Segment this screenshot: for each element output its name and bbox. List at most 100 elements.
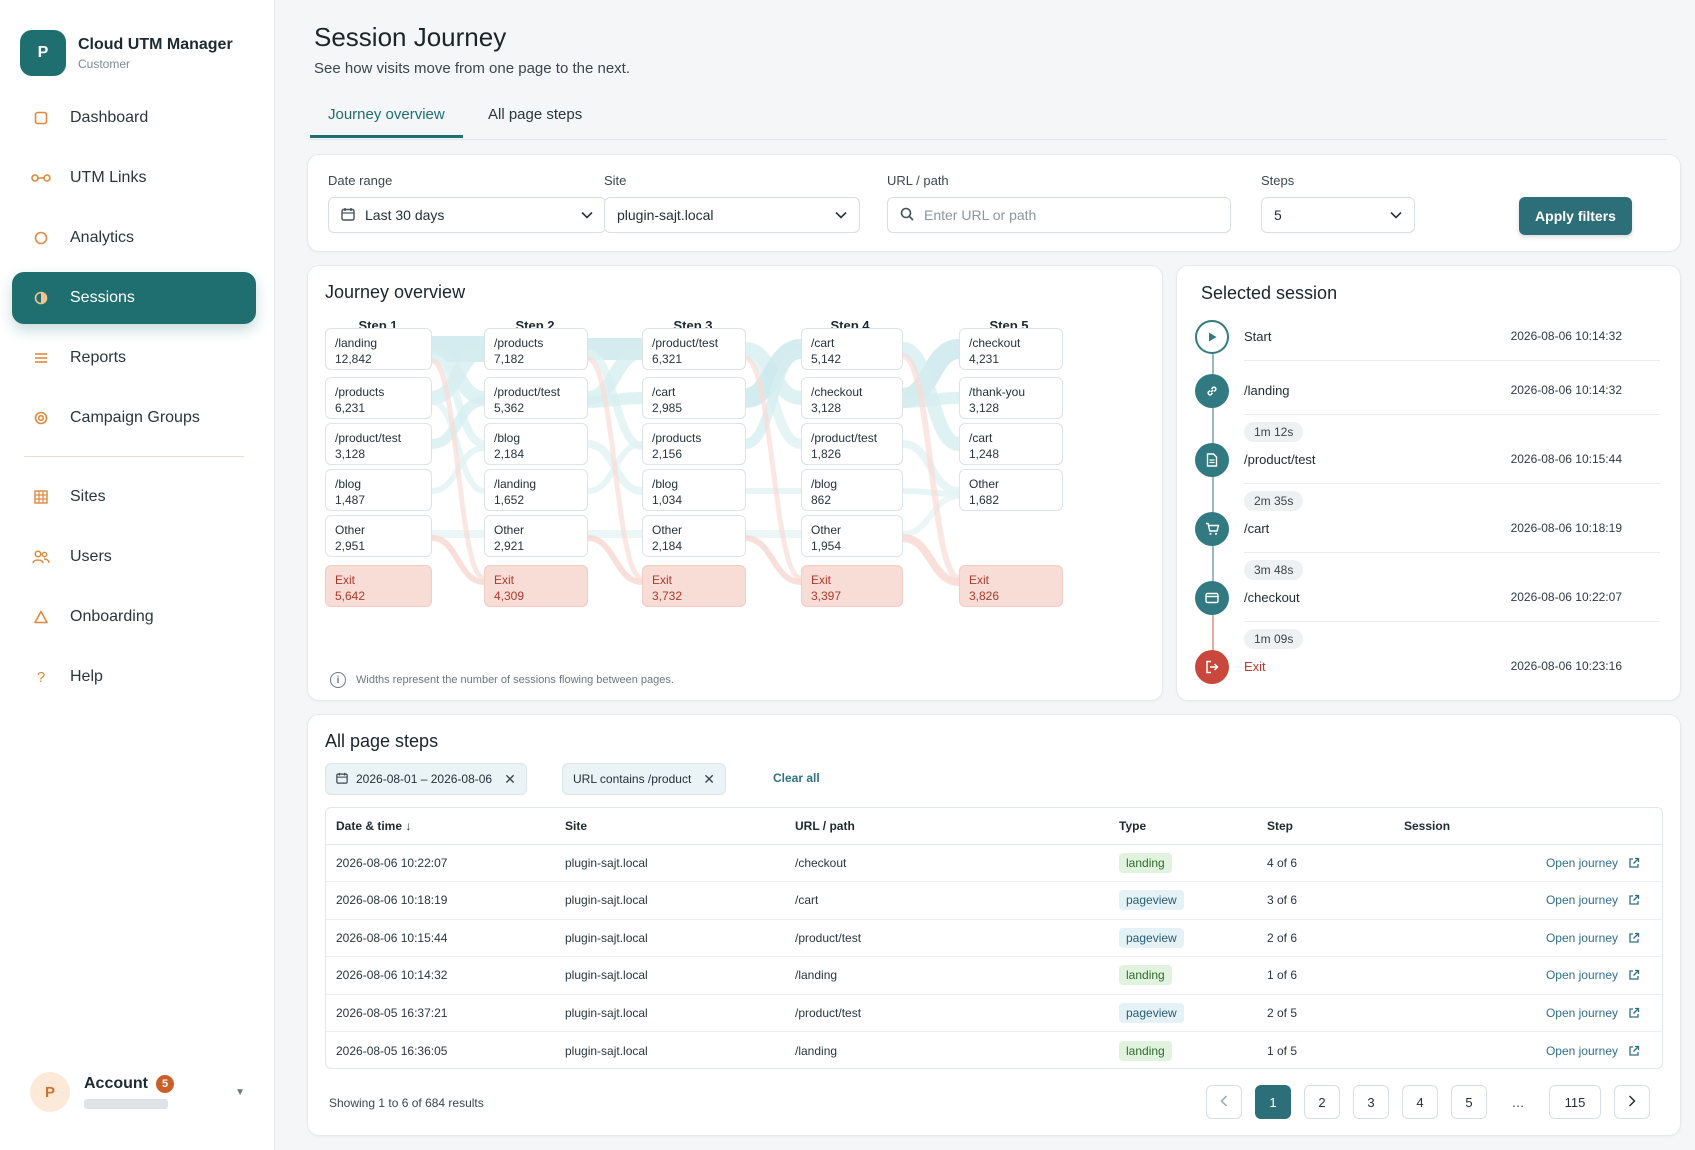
results-count: Showing 1 to 6 of 684 results <box>329 1096 484 1110</box>
journey-node[interactable]: /thank-you 3,128 <box>959 377 1063 419</box>
date-range-select[interactable]: Last 30 days <box>328 197 606 233</box>
journey-node[interactable]: Other 1,954 <box>801 515 903 557</box>
sidebar-item-dashboard[interactable]: Dashboard <box>12 92 256 144</box>
journey-node[interactable]: /blog 862 <box>801 469 903 511</box>
column-header-datetime[interactable]: Date & time ↓ <box>326 808 555 845</box>
journey-node-exit[interactable]: Exit 5,642 <box>325 565 432 607</box>
journey-node[interactable]: /product/test 1,826 <box>801 423 903 465</box>
page-button-last[interactable]: 115 <box>1549 1085 1601 1119</box>
open-journey-link[interactable]: Open journey <box>1546 931 1640 945</box>
steps-select[interactable]: 5 <box>1261 197 1415 233</box>
external-link-icon <box>1628 1007 1640 1019</box>
apply-filters-button[interactable]: Apply filters <box>1519 197 1632 235</box>
sidebar-item-label: Onboarding <box>70 608 154 625</box>
journey-node[interactable]: Other 1,682 <box>959 469 1063 511</box>
journey-node[interactable]: /landing 1,652 <box>484 469 588 511</box>
page-button-5[interactable]: 5 <box>1451 1085 1487 1119</box>
timeline-line <box>1212 346 1214 676</box>
triangle-icon <box>30 610 52 624</box>
journey-node[interactable]: /products 2,156 <box>642 423 746 465</box>
sidebar-item-label: Help <box>70 668 103 685</box>
page-button-1[interactable]: 1 <box>1255 1085 1291 1119</box>
journey-node-exit[interactable]: Exit 3,732 <box>642 565 746 607</box>
timeline-event[interactable]: /product/test 2026-08-06 10:15:44 2m 35s <box>1195 443 1660 511</box>
square-icon <box>30 111 52 125</box>
page-button-4[interactable]: 4 <box>1402 1085 1438 1119</box>
journey-node-exit[interactable]: Exit 4,309 <box>484 565 588 607</box>
account-menu[interactable]: P Account 5 ▼ <box>30 1072 245 1112</box>
close-icon[interactable]: ✕ <box>703 770 716 787</box>
external-link-icon <box>1628 932 1640 944</box>
type-badge: pageview <box>1119 927 1184 948</box>
open-journey-link[interactable]: Open journey <box>1546 968 1640 982</box>
site-select[interactable]: plugin-sajt.local <box>604 197 860 233</box>
journey-node-exit[interactable]: Exit 3,826 <box>959 565 1063 607</box>
journey-node-exit[interactable]: Exit 3,397 <box>801 565 903 607</box>
page-title: Session Journey <box>314 22 507 52</box>
type-badge: pageview <box>1119 890 1184 911</box>
journey-node[interactable]: /blog 2,184 <box>484 423 588 465</box>
sidebar-item-reports[interactable]: Reports <box>12 332 256 384</box>
clear-all-link[interactable]: Clear all <box>773 771 820 785</box>
journey-node[interactable]: /products 6,231 <box>325 377 432 419</box>
site-label: Site <box>604 173 627 188</box>
table-row: 2026-08-06 10:22:07 plugin-sajt.local /c… <box>326 844 1662 882</box>
column-header-session: Session <box>1394 808 1662 845</box>
journey-node[interactable]: Other 2,921 <box>484 515 588 557</box>
journey-node[interactable]: /cart 5,142 <box>801 328 903 370</box>
sidebar-item-sites[interactable]: Sites <box>12 471 256 523</box>
prev-page-button[interactable] <box>1206 1085 1242 1119</box>
journey-node[interactable]: Other 2,951 <box>325 515 432 557</box>
info-icon: i <box>330 672 346 688</box>
journey-node[interactable]: /cart 2,985 <box>642 377 746 419</box>
sidebar-item-campaign-groups[interactable]: Campaign Groups <box>12 392 256 444</box>
journey-node[interactable]: /product/test 5,362 <box>484 377 588 419</box>
journey-node[interactable]: /checkout 4,231 <box>959 328 1063 370</box>
journey-node[interactable]: /product/test 3,128 <box>325 423 432 465</box>
open-journey-link[interactable]: Open journey <box>1546 1044 1640 1058</box>
page-button-2[interactable]: 2 <box>1304 1085 1340 1119</box>
tab-journey-overview[interactable]: Journey overview <box>310 106 463 138</box>
journey-node[interactable]: Other 2,184 <box>642 515 746 557</box>
timeline-event[interactable]: Start 2026-08-06 10:14:32 <box>1195 320 1660 370</box>
account-name: Account <box>84 1075 148 1092</box>
open-journey-link[interactable]: Open journey <box>1546 1006 1640 1020</box>
filters-panel: Date range Last 30 days Site plugin-sajt… <box>307 154 1681 252</box>
url-label: URL / path <box>887 173 949 188</box>
sidebar-item-onboarding[interactable]: Onboarding <box>12 591 256 643</box>
tab-all-page-steps[interactable]: All page steps <box>488 106 583 123</box>
timeline-event[interactable]: Exit 2026-08-06 10:23:16 <box>1195 650 1660 700</box>
journey-node[interactable]: /blog 1,487 <box>325 469 432 511</box>
open-journey-link[interactable]: Open journey <box>1546 856 1640 870</box>
sidebar-item-sessions[interactable]: Sessions <box>12 272 256 324</box>
sidebar-item-utm-links[interactable]: UTM Links <box>12 152 256 204</box>
timeline-event[interactable]: /cart 2026-08-06 10:18:19 3m 48s <box>1195 512 1660 580</box>
open-journey-link[interactable]: Open journey <box>1546 893 1640 907</box>
timeline-event[interactable]: /landing 2026-08-06 10:14:32 1m 12s <box>1195 374 1660 442</box>
duration-pill: 1m 12s <box>1244 422 1304 442</box>
caret-down-icon[interactable]: ▼ <box>235 1086 245 1098</box>
all-page-steps-panel: All page steps 2026-08-01 – 2026-08-06 ✕… <box>307 714 1681 1136</box>
duration-pill: 3m 48s <box>1244 560 1304 580</box>
page-button-3[interactable]: 3 <box>1353 1085 1389 1119</box>
url-search-input[interactable] <box>924 207 1218 223</box>
card-icon <box>1195 581 1229 615</box>
page-subtitle: See how visits move from one page to the… <box>314 60 631 77</box>
type-badge: pageview <box>1119 1002 1184 1023</box>
journey-node[interactable]: /products 7,182 <box>484 328 588 370</box>
journey-node[interactable]: /cart 1,248 <box>959 423 1063 465</box>
circle-icon <box>30 231 52 245</box>
journey-node[interactable]: /checkout 3,128 <box>801 377 903 419</box>
close-icon[interactable]: ✕ <box>504 770 516 787</box>
external-link-icon <box>1628 1045 1640 1057</box>
sidebar-item-users[interactable]: Users <box>12 531 256 583</box>
sidebar-item-label: UTM Links <box>70 169 147 186</box>
timeline-event[interactable]: /checkout 2026-08-06 10:22:07 1m 09s <box>1195 581 1660 649</box>
journey-node[interactable]: /product/test 6,321 <box>642 328 746 370</box>
sidebar-item-analytics[interactable]: Analytics <box>12 212 256 264</box>
url-search-field[interactable] <box>887 197 1231 233</box>
sidebar-item-help[interactable]: ? Help <box>12 651 256 703</box>
journey-node[interactable]: /landing 12,842 <box>325 328 432 370</box>
next-page-button[interactable] <box>1614 1085 1650 1119</box>
journey-node[interactable]: /blog 1,034 <box>642 469 746 511</box>
